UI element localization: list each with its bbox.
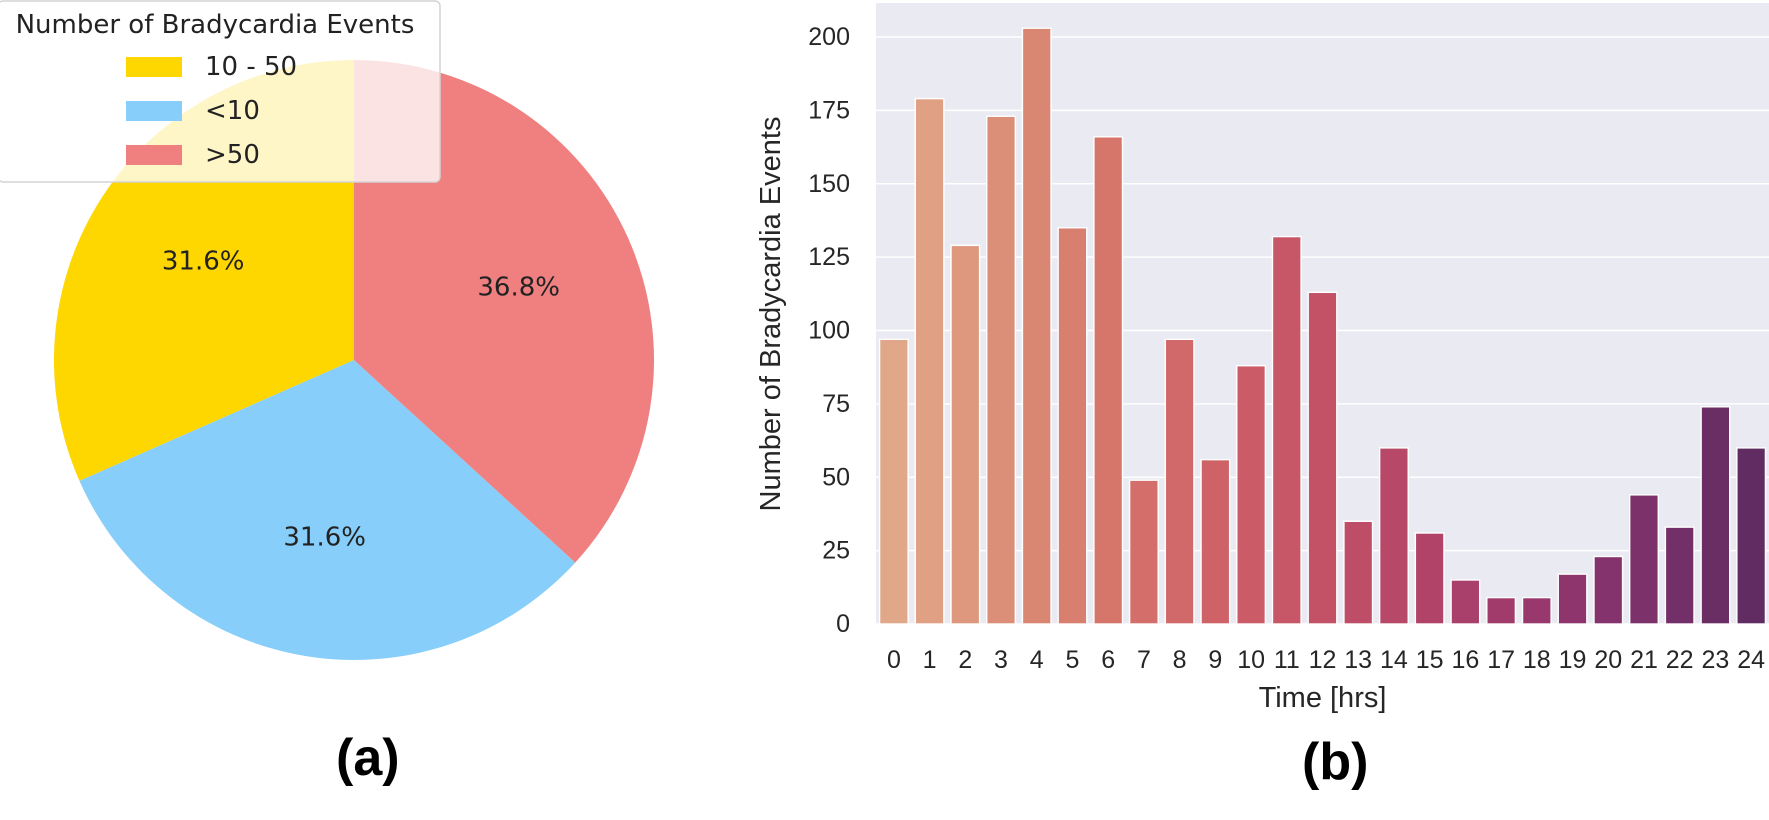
bar — [1628, 494, 1659, 625]
y-axis-label: Number of Bradycardia Events — [755, 117, 787, 512]
legend-label: 10 - 50 — [205, 52, 297, 82]
bar — [1736, 447, 1767, 625]
y-tick-label: 50 — [822, 463, 850, 491]
x-tick-label: 9 — [1208, 646, 1222, 674]
x-tick-label: 23 — [1701, 646, 1729, 674]
x-tick-label: 20 — [1594, 646, 1622, 674]
y-tick-label: 200 — [808, 23, 850, 51]
bar — [1343, 520, 1374, 625]
bar — [1093, 136, 1124, 625]
bar — [1378, 447, 1409, 625]
x-tick-label: 19 — [1559, 646, 1587, 674]
x-tick-label: 16 — [1451, 646, 1479, 674]
bar — [1664, 526, 1695, 625]
x-tick-label: 11 — [1274, 646, 1300, 674]
x-tick-label: 7 — [1137, 646, 1151, 674]
x-tick-label: 4 — [1030, 646, 1044, 674]
bar — [1021, 27, 1052, 625]
x-tick-label: 17 — [1487, 646, 1515, 674]
bar — [1486, 596, 1517, 625]
bar — [1164, 338, 1195, 625]
bar — [1128, 479, 1159, 625]
panel-label-b: (b) — [1302, 733, 1369, 791]
y-tick-label: 75 — [822, 390, 850, 418]
x-tick-label: 5 — [1066, 646, 1080, 674]
panel-label-a: (a) — [336, 729, 400, 787]
x-tick-label: 22 — [1666, 646, 1694, 674]
pie-slice-label: 36.8% — [477, 273, 560, 303]
bar — [1700, 406, 1731, 625]
pie-slice — [354, 60, 654, 563]
x-tick-label: 6 — [1101, 646, 1115, 674]
legend-swatch — [126, 101, 182, 121]
legend-swatch — [126, 57, 182, 77]
x-tick-label: 3 — [994, 646, 1008, 674]
bar — [1593, 555, 1624, 625]
y-tick-label: 25 — [822, 537, 850, 565]
legend-label: >50 — [205, 140, 260, 170]
x-tick-label: 12 — [1309, 646, 1337, 674]
y-tick-label: 100 — [808, 317, 850, 345]
y-tick-label: 125 — [808, 243, 850, 271]
x-axis-label: Time [hrs] — [1259, 682, 1387, 714]
legend-title: Number of Bradycardia Events — [16, 10, 415, 40]
x-tick-label: 21 — [1630, 646, 1658, 674]
legend-frame — [0, 0, 441, 183]
x-tick-label: 2 — [958, 646, 972, 674]
x-tick-label: 0 — [887, 646, 901, 674]
x-tick-label: 14 — [1380, 646, 1408, 674]
x-tick-label: 13 — [1344, 646, 1372, 674]
pie-slice-label: 31.6% — [283, 523, 366, 553]
bar — [1057, 227, 1088, 625]
bar — [1271, 235, 1302, 625]
bar — [1414, 532, 1445, 625]
bar — [1521, 596, 1552, 625]
x-tick-label: 1 — [923, 646, 937, 674]
x-tick-label: 24 — [1737, 646, 1765, 674]
pie-slice — [79, 360, 576, 660]
bar — [1200, 458, 1231, 625]
bar — [950, 244, 981, 625]
x-tick-label: 8 — [1173, 646, 1187, 674]
y-tick-label: 0 — [836, 610, 850, 638]
legend-label: <10 — [205, 96, 260, 126]
x-tick-label: 15 — [1416, 646, 1444, 674]
y-tick-label: 150 — [808, 170, 850, 198]
bar — [1557, 573, 1588, 625]
pie-legend: Number of Bradycardia Events 10 - 50 <10 >5… — [0, 0, 441, 183]
bar — [986, 115, 1017, 625]
bar — [914, 97, 945, 625]
bar — [1236, 365, 1267, 625]
bar — [878, 338, 909, 625]
bar — [1307, 291, 1338, 625]
x-tick-label: 10 — [1237, 646, 1265, 674]
x-tick-label: 18 — [1523, 646, 1551, 674]
bar — [1450, 579, 1481, 625]
legend-swatch — [126, 145, 182, 165]
pie-chart: 31.6% 31.6% 36.8% Number of Bradycardia Eve… — [0, 0, 654, 660]
pie-slice-label: 31.6% — [162, 247, 245, 277]
y-tick-label: 175 — [808, 96, 850, 124]
